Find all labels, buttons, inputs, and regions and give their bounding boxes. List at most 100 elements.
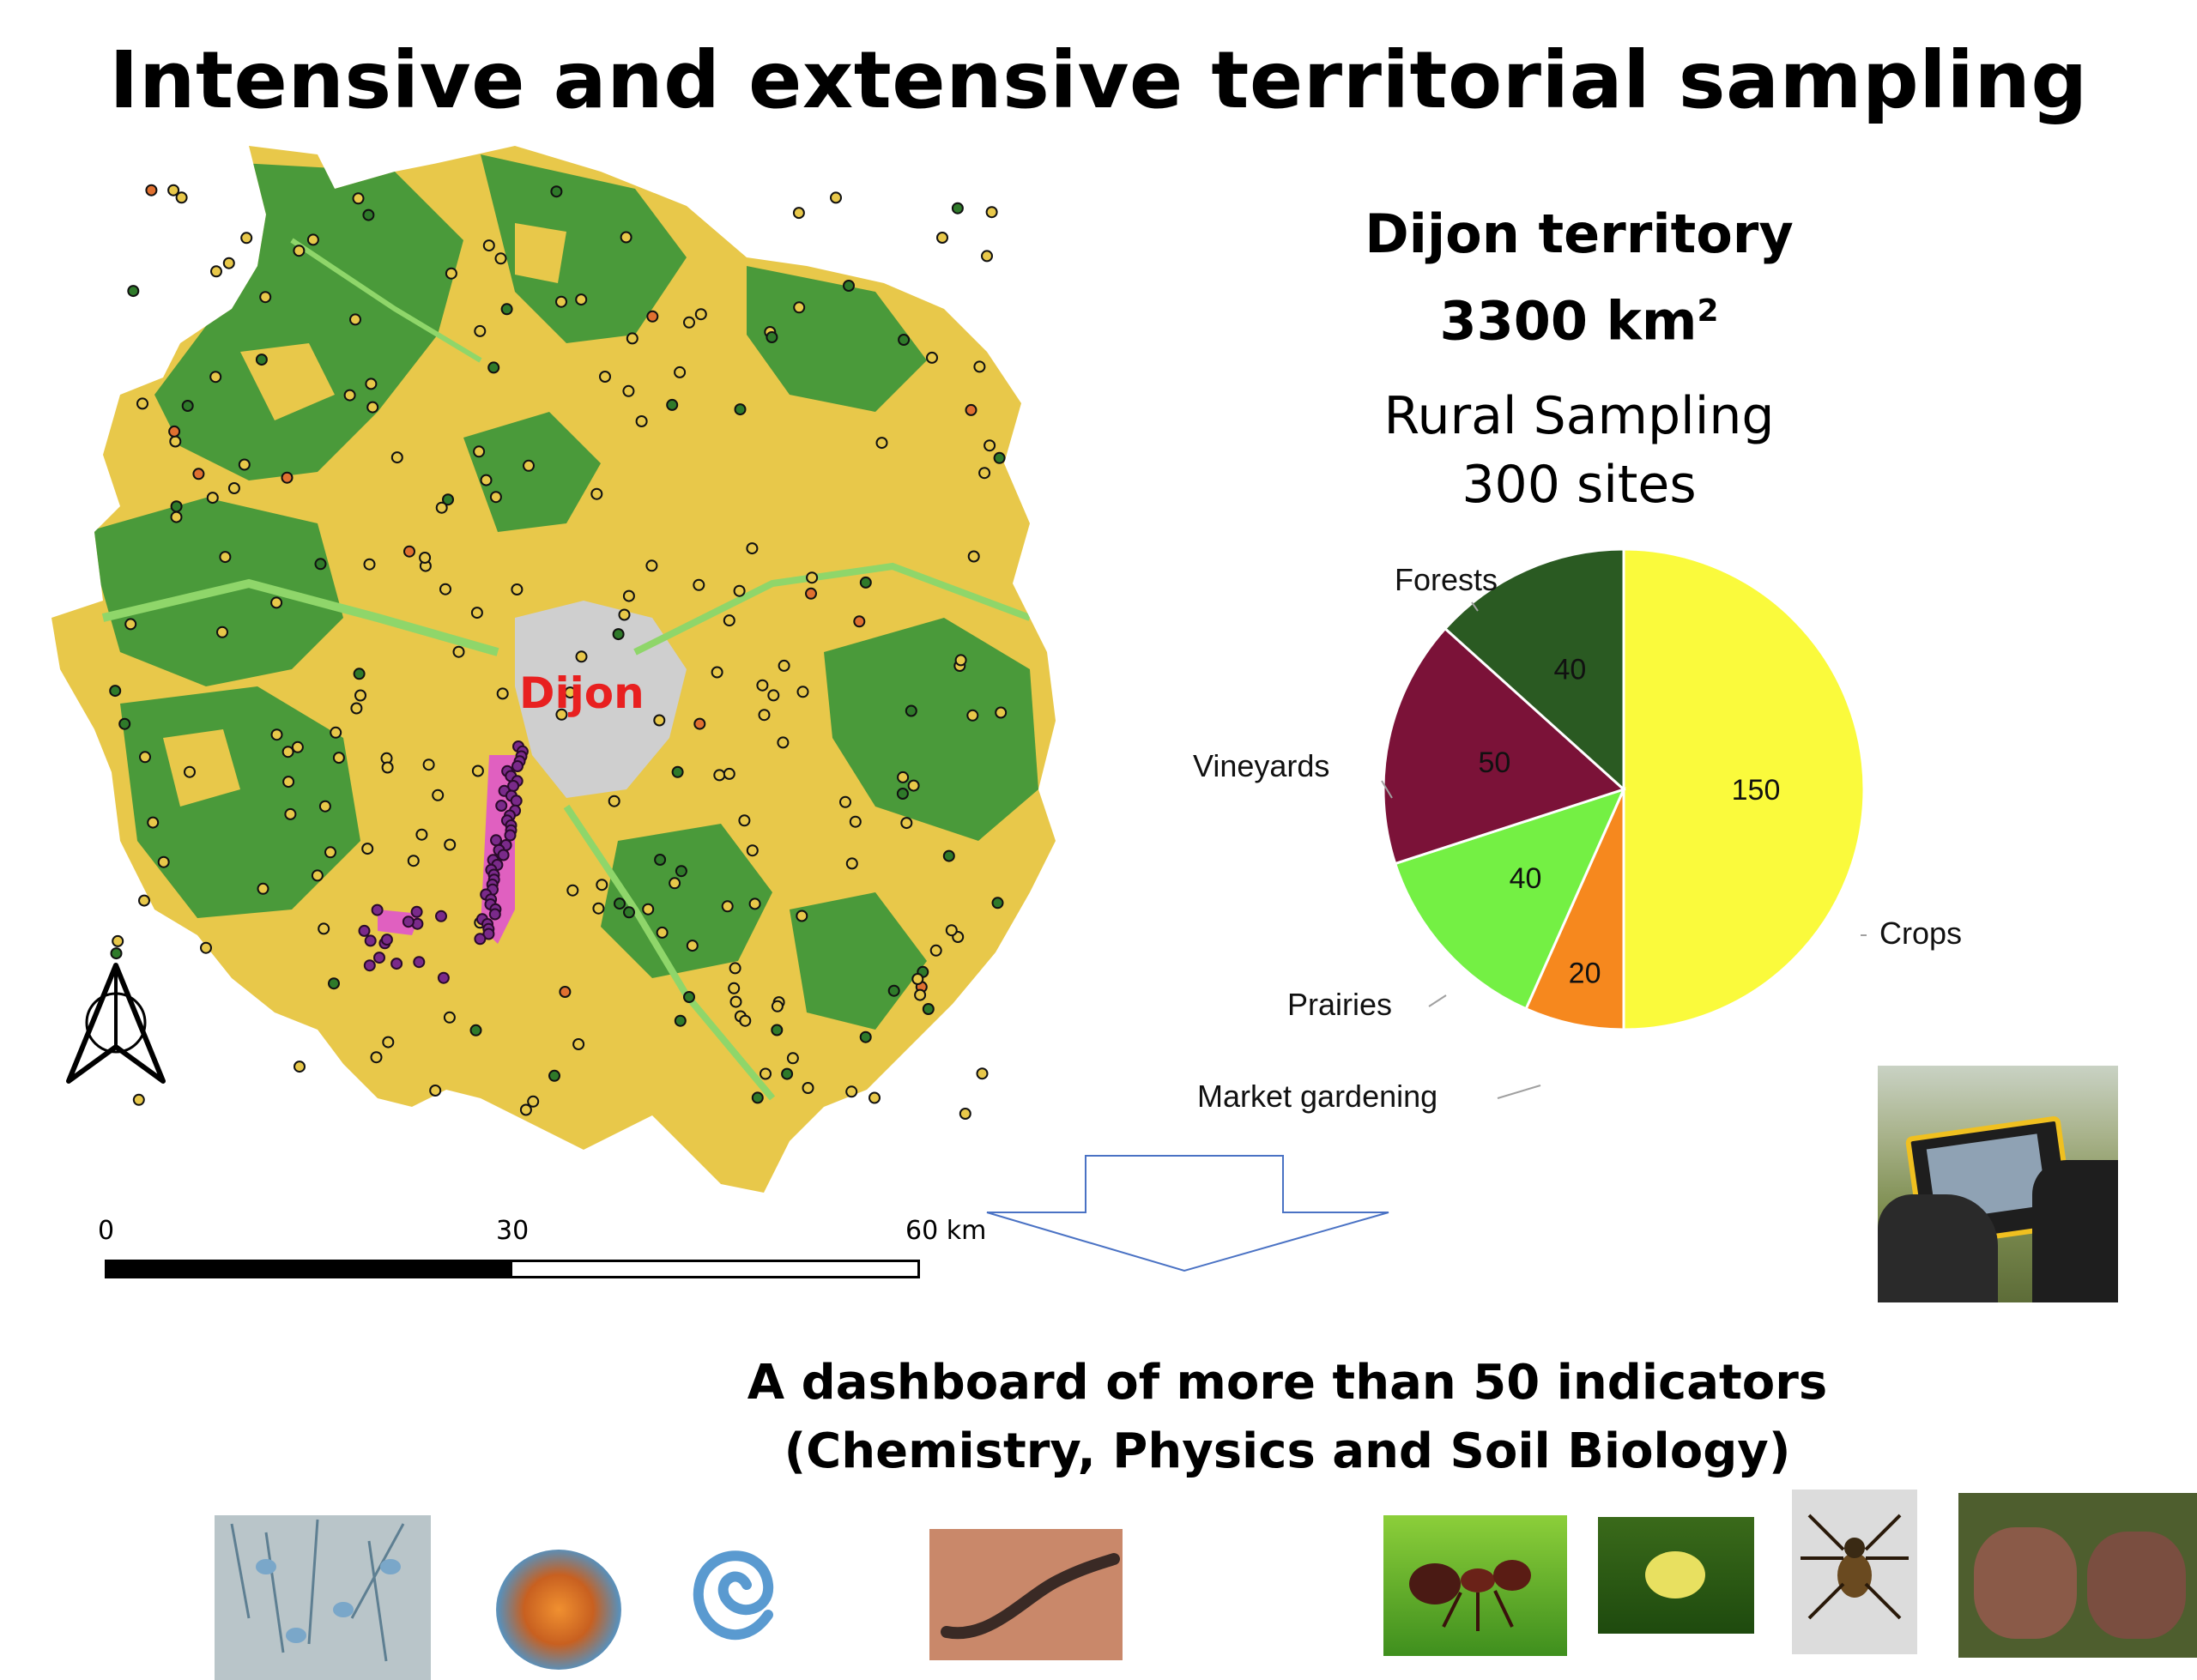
dashboard-caption: A dashboard of more than 50 indicators (… [601, 1349, 1974, 1486]
sampling-point [527, 1095, 540, 1108]
bacteria-photo [496, 1550, 621, 1670]
sampling-point [432, 789, 445, 801]
sampling-point [945, 924, 958, 937]
sampling-point [147, 816, 160, 829]
sampling-point [575, 650, 588, 663]
sampling-point [192, 468, 205, 480]
sampling-point [623, 906, 635, 919]
sampling-point [905, 704, 917, 717]
sampling-point [654, 854, 667, 866]
sampling-point [981, 250, 993, 263]
sampling-point [669, 877, 681, 890]
sampling-point [175, 191, 188, 204]
sampling-point [343, 389, 356, 402]
sampling-point [612, 628, 625, 641]
sampling-point [474, 324, 487, 337]
sampling-point-vineyard [510, 795, 523, 807]
sampling-point [167, 184, 180, 196]
sampling-point [240, 232, 253, 245]
sampling-point [608, 795, 620, 807]
sampling-points [109, 184, 1008, 1120]
sampling-point [897, 771, 910, 783]
sampling-point [976, 1067, 989, 1080]
sampling-point [959, 1108, 971, 1120]
sampling-point-vineyard [364, 934, 377, 947]
pie-chart: 150 20 40 50 40 Crops Market gardening Prairie… [1193, 547, 1962, 1114]
pie-label-prairies: Prairies [1287, 987, 1392, 1022]
sampling-point [452, 645, 465, 658]
sampling-point-vineyard [380, 934, 393, 946]
sampling-point [683, 316, 695, 329]
springtail-photo [1598, 1517, 1754, 1634]
sampling-point [157, 855, 170, 868]
sampling-point [109, 685, 122, 698]
sampling-point [238, 458, 251, 471]
sampling-point-vineyard [482, 928, 495, 940]
sampling-point [170, 511, 183, 523]
pie-slice-prairies [1393, 787, 1626, 1011]
sampling-point [415, 828, 428, 841]
sampling-point [206, 492, 219, 505]
sampling-point [444, 838, 457, 851]
sampling-point [566, 884, 579, 897]
pie-leader-line [1428, 994, 1447, 1007]
nematode-photo [687, 1538, 781, 1647]
sampling-point-vineyard [413, 956, 426, 969]
sampling-point [324, 846, 336, 859]
city-label-dijon: Dijon [519, 668, 645, 718]
sampling-point [614, 897, 626, 910]
sampling-point-vineyard [497, 849, 510, 861]
sampling-point-vineyard [488, 908, 501, 921]
page-title: Intensive and extensive territorial samp… [109, 34, 2088, 126]
sampling-point [555, 295, 567, 308]
sampling-point [646, 310, 659, 323]
sampling-point [693, 717, 706, 730]
sampling-point [985, 206, 998, 219]
territory-name: Dijon territory [1365, 202, 1794, 265]
sampling-point [370, 1051, 383, 1064]
sampling-point [656, 926, 669, 939]
sampling-point [674, 1014, 687, 1027]
territory-heading: Dijon territory 3300 km2 [1236, 196, 1922, 360]
sampling-point [686, 940, 699, 952]
sampling-point [622, 384, 635, 397]
sampling-point [270, 596, 283, 609]
sampling-point [293, 245, 306, 257]
sampling-point [363, 558, 376, 571]
sampling-point [951, 202, 964, 215]
sampling-point [674, 366, 687, 378]
sampling-point [675, 865, 687, 878]
sampling-point [482, 239, 495, 252]
sampling-point [480, 474, 493, 486]
sampling-point [469, 1024, 482, 1036]
sampling-point [282, 776, 295, 789]
sampling-point [796, 909, 808, 922]
pie-label-crops: Crops [1879, 916, 1962, 951]
pie-label-forests: Forests [1395, 562, 1498, 597]
sampling-point [219, 551, 232, 564]
sampling-point [786, 1052, 799, 1065]
sampling-point [494, 252, 507, 265]
sampling-point [471, 764, 484, 777]
sampling-point [596, 879, 608, 891]
sampling-point [620, 231, 632, 244]
sampling-point [922, 1003, 935, 1015]
sampling-point [898, 334, 911, 346]
sampling-point [181, 400, 194, 412]
sampling-point [965, 403, 977, 416]
sampling-point [758, 709, 771, 722]
sampling-point [390, 451, 403, 464]
sampling-point [723, 614, 735, 627]
sampling-point [352, 192, 365, 205]
sampling-point [887, 984, 900, 997]
sampling-point [618, 608, 631, 621]
down-arrow-icon [986, 1155, 1389, 1272]
sampling-point [849, 815, 862, 828]
sampling-point [281, 746, 294, 758]
sampling-point [771, 1000, 784, 1012]
sampling-point [403, 545, 415, 558]
pie-slice-crops [1622, 547, 1866, 1031]
sampling-point [626, 332, 639, 345]
sampling-point [590, 487, 603, 500]
sampling-point [443, 1011, 456, 1024]
